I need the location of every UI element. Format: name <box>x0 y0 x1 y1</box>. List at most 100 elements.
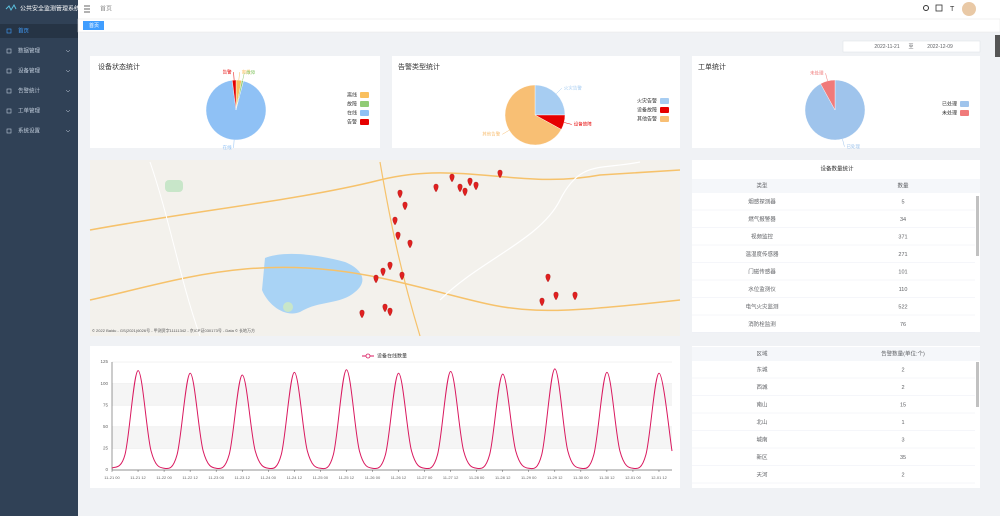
date-separator: 至 <box>908 44 913 50</box>
table-cell: 15 <box>900 402 906 408</box>
column-header: 区域 <box>756 349 768 357</box>
x-tick-label: 11-30 00 <box>573 475 589 480</box>
top-bar <box>78 0 1000 19</box>
map-pin[interactable] <box>457 183 463 193</box>
y-tick-label: 25 <box>103 446 109 451</box>
menu-arrow <box>65 109 71 113</box>
table-cell: 温湿度传感器 <box>745 250 779 258</box>
leader-line <box>233 139 235 148</box>
table-cell: 522 <box>898 304 907 310</box>
slice-label: 在线 <box>223 144 232 150</box>
x-tick-label: 11-28 00 <box>469 475 485 480</box>
slice-label: 未处理 <box>810 69 824 76</box>
map-pin[interactable] <box>545 273 551 283</box>
chart-title: 工单统计 <box>698 62 726 71</box>
map-pin[interactable] <box>392 216 398 226</box>
map-pin[interactable] <box>473 181 479 191</box>
table-header <box>692 347 980 361</box>
leader-line <box>842 138 845 147</box>
x-tick-label: 11-21 12 <box>130 475 146 480</box>
leader-line <box>233 72 235 81</box>
date-start: 2022-11-21 <box>874 44 899 50</box>
map-pin[interactable] <box>359 309 365 319</box>
map-pin[interactable] <box>449 173 455 183</box>
tab-label: 首页 <box>89 22 99 29</box>
legend-swatch <box>360 110 369 116</box>
page-scrollbar[interactable] <box>995 35 1000 57</box>
map-pin[interactable] <box>395 231 401 241</box>
table-cell: 东城 <box>756 365 768 373</box>
chart-title: 告警类型统计 <box>398 62 440 71</box>
pie-slice <box>232 79 237 111</box>
grid-band <box>112 426 672 449</box>
map-pin[interactable] <box>462 187 468 197</box>
card <box>90 346 680 488</box>
table-cell: 2 <box>901 472 904 478</box>
map-pin[interactable] <box>387 307 393 317</box>
date-picker[interactable] <box>842 40 981 53</box>
menu-toggle[interactable] <box>84 5 90 13</box>
map-attribution: © 2022 Baidu - GS(2021)6026号 - 甲测资字11111… <box>92 327 255 333</box>
menu-item[interactable]: 首页 <box>18 26 30 34</box>
table-cell: 北山 <box>756 418 767 426</box>
sidebar <box>0 0 78 516</box>
leader-line <box>502 130 510 135</box>
legend-swatch <box>960 101 969 107</box>
table-title: 设备数量统计 <box>820 164 854 172</box>
legend-swatch <box>360 92 369 98</box>
legend-label: 未处理 <box>942 109 957 116</box>
legend-swatch <box>960 110 969 116</box>
map-pin[interactable] <box>553 291 559 301</box>
table-header <box>692 179 980 193</box>
avatar[interactable] <box>962 2 976 16</box>
x-tick-label: 11-25 00 <box>313 475 329 480</box>
legend-swatch <box>360 101 369 107</box>
map-pin[interactable] <box>539 297 545 307</box>
legend-label: 设备故障 <box>637 106 657 113</box>
map-pin[interactable] <box>373 274 379 284</box>
scrollbar[interactable] <box>976 196 979 256</box>
menu-item[interactable]: 告警统计 <box>18 86 41 94</box>
scrollbar[interactable] <box>976 362 979 407</box>
map-pin[interactable] <box>497 169 503 179</box>
map-pin[interactable] <box>387 261 393 271</box>
menu-item[interactable]: 系统设置 <box>18 126 41 134</box>
legend-swatch <box>660 98 669 104</box>
map-pin[interactable] <box>397 189 403 199</box>
map-pin[interactable] <box>382 303 388 313</box>
x-tick-label: 11-26 12 <box>391 475 407 480</box>
tab[interactable] <box>83 21 104 30</box>
y-tick-label: 100 <box>100 381 108 386</box>
search-icon[interactable] <box>923 5 929 11</box>
legend-dot <box>365 353 371 359</box>
card <box>692 346 980 488</box>
map-pin[interactable] <box>399 271 405 281</box>
map-pin[interactable] <box>572 291 578 301</box>
legend-label: 告警 <box>347 118 357 125</box>
pie-slice <box>534 84 566 116</box>
map-pin[interactable] <box>402 201 408 211</box>
slice-label: 离线 <box>242 68 251 75</box>
legend-swatch <box>360 119 369 125</box>
map-pin[interactable] <box>407 239 413 249</box>
x-tick-label: 11-21 00 <box>104 475 120 480</box>
menu-item[interactable]: 工单管理 <box>18 106 41 114</box>
table-cell: 电气火灾监测 <box>745 302 779 310</box>
grid-band <box>112 383 672 406</box>
fullscreen-icon[interactable] <box>935 4 943 12</box>
menu-item[interactable]: 数据管理 <box>18 46 41 54</box>
menu-item[interactable]: 设备管理 <box>18 66 41 74</box>
x-tick-label: 12-01 00 <box>625 475 642 480</box>
map-pin[interactable] <box>467 177 473 187</box>
map-pin[interactable] <box>433 183 439 193</box>
font-size-icon[interactable]: T <box>950 6 955 13</box>
map-pin[interactable] <box>380 267 386 277</box>
breadcrumb: 首页 <box>100 5 112 13</box>
legend-label: 故障 <box>347 100 357 107</box>
slice-label: 故障 <box>246 69 255 76</box>
table-cell: 烟感探测器 <box>748 197 776 205</box>
table-cell: 2 <box>901 367 904 373</box>
table-cell: 371 <box>898 234 907 240</box>
x-tick-label: 11-27 12 <box>443 475 459 480</box>
